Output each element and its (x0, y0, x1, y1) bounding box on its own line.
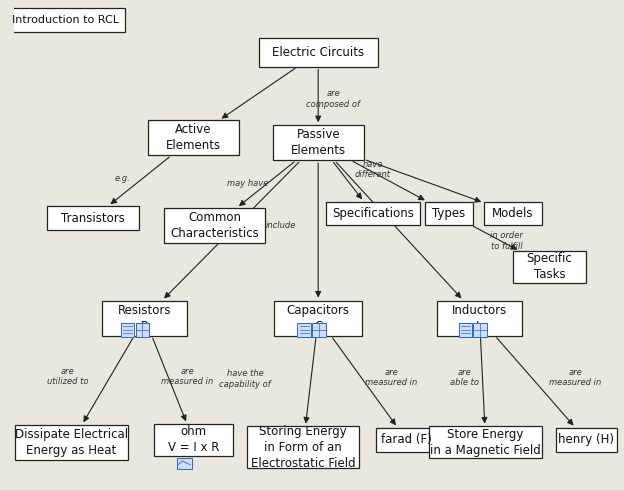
FancyBboxPatch shape (246, 426, 359, 468)
FancyBboxPatch shape (177, 458, 192, 469)
Text: Transistors: Transistors (61, 212, 125, 225)
Text: Common
Characteristics: Common Characteristics (170, 211, 259, 240)
Text: Types: Types (432, 207, 466, 220)
FancyBboxPatch shape (259, 38, 378, 67)
Text: Storing Energy
in Form of an
Electrostatic Field: Storing Energy in Form of an Electrostat… (251, 425, 355, 470)
Text: are
composed of: are composed of (306, 89, 361, 108)
FancyBboxPatch shape (513, 251, 586, 283)
Text: are
measured in: are measured in (365, 368, 417, 387)
FancyBboxPatch shape (312, 323, 326, 337)
Text: have
different: have different (355, 160, 391, 179)
Text: Dissipate Electrical
Energy as Heat: Dissipate Electrical Energy as Heat (15, 428, 128, 457)
Text: may have: may have (228, 179, 269, 188)
Text: Passive
Elements: Passive Elements (291, 128, 346, 157)
Text: are
able to: are able to (450, 368, 479, 387)
FancyBboxPatch shape (429, 426, 542, 458)
FancyBboxPatch shape (425, 202, 474, 225)
FancyBboxPatch shape (16, 425, 128, 460)
Text: Capacitors
C: Capacitors C (286, 304, 349, 333)
FancyBboxPatch shape (47, 206, 139, 230)
Text: have the
capability of: have the capability of (219, 369, 271, 389)
FancyBboxPatch shape (484, 202, 542, 225)
Text: are
utilized to: are utilized to (47, 367, 88, 386)
FancyBboxPatch shape (102, 300, 187, 336)
Text: Active
Elements: Active Elements (166, 123, 221, 152)
FancyBboxPatch shape (135, 323, 149, 337)
FancyBboxPatch shape (376, 428, 437, 452)
Text: are
measured in: are measured in (549, 368, 602, 387)
Text: are
measured in: are measured in (161, 367, 213, 386)
FancyBboxPatch shape (165, 208, 265, 243)
FancyBboxPatch shape (437, 300, 522, 336)
Text: Models: Models (492, 207, 534, 220)
FancyBboxPatch shape (298, 323, 311, 337)
FancyBboxPatch shape (6, 8, 125, 31)
Text: henry (H): henry (H) (558, 433, 614, 446)
Text: e.g.: e.g. (114, 174, 130, 183)
Text: in order
to fulfill: in order to fulfill (490, 231, 524, 251)
FancyBboxPatch shape (148, 120, 239, 155)
Text: Inductors
L: Inductors L (452, 304, 507, 333)
Text: Specific
Tasks: Specific Tasks (527, 252, 572, 281)
FancyBboxPatch shape (326, 202, 420, 225)
FancyBboxPatch shape (459, 323, 472, 337)
FancyBboxPatch shape (555, 428, 617, 452)
Text: Specifications: Specifications (332, 207, 414, 220)
FancyBboxPatch shape (121, 323, 134, 337)
Text: Electric Circuits: Electric Circuits (272, 46, 364, 59)
Text: include: include (265, 221, 296, 230)
FancyBboxPatch shape (474, 323, 487, 337)
FancyBboxPatch shape (273, 125, 364, 160)
Text: Introduction to RCL: Introduction to RCL (12, 15, 119, 25)
Text: Resistors
R: Resistors R (118, 304, 172, 333)
FancyBboxPatch shape (154, 424, 233, 456)
Text: farad (F): farad (F) (381, 433, 432, 446)
FancyBboxPatch shape (274, 300, 363, 336)
Text: ohm
V = I x R: ohm V = I x R (168, 425, 219, 454)
Text: Store Energy
in a Magnetic Field: Store Energy in a Magnetic Field (431, 428, 541, 457)
